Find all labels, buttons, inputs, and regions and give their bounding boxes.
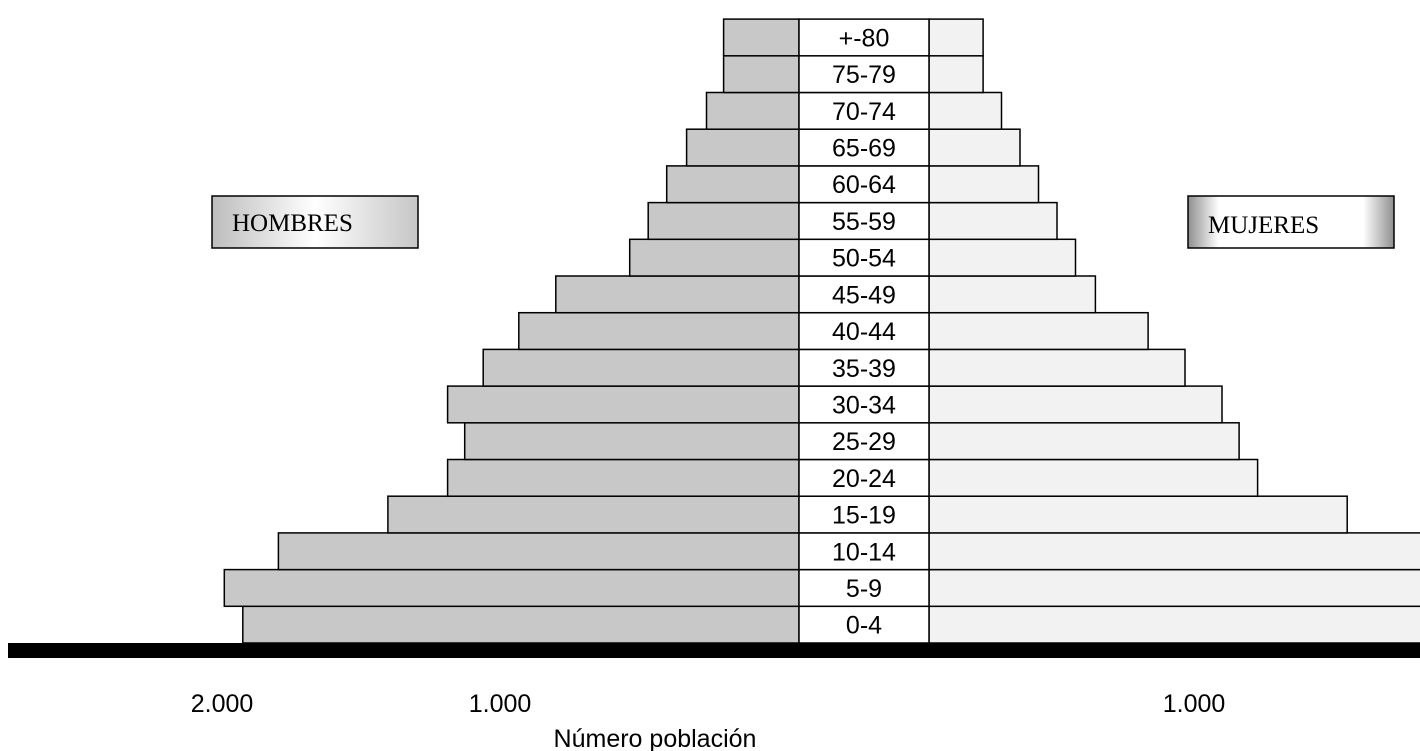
bar-hombres-20-24 [446, 458, 800, 497]
bar-hombres-65-69 [685, 128, 800, 167]
legend-mujeres-box [1187, 195, 1395, 249]
bar-mujeres-70-74 [928, 91, 1003, 130]
bar-hombres-40-44 [518, 311, 800, 351]
bar-mujeres-80 [928, 18, 984, 57]
bar-mujeres-25-29 [928, 422, 1240, 461]
bar-hombres-45-49 [555, 275, 800, 314]
bar-hombres-30-34 [446, 385, 800, 424]
bar-mujeres-30-34 [928, 385, 1223, 424]
bar-hombres-5-9 [223, 568, 800, 608]
bar-mujeres-5-9 [928, 568, 1420, 608]
bar-hombres-0-4 [242, 605, 800, 644]
bar-hombres-75-79 [722, 55, 800, 94]
legend-mujeres: MUJERES [1187, 195, 1395, 249]
bar-mujeres-65-69 [928, 128, 1021, 167]
age-label-20-24: 20-24 [832, 465, 896, 493]
age-label-0-4: 0-4 [846, 612, 882, 640]
bar-mujeres-20-24 [928, 458, 1259, 497]
age-label-40-44: 40-44 [832, 318, 896, 346]
age-cell-70-74 [798, 91, 930, 130]
age-label-50-54: 50-54 [832, 245, 896, 273]
bar-mujeres-40-44 [928, 311, 1149, 351]
tick-label-right-1000: 1.000 [1163, 690, 1226, 718]
bars-hombres [223, 18, 800, 644]
age-cell-35-39 [798, 348, 930, 387]
bar-mujeres-60-64 [928, 165, 1040, 204]
bar-hombres-55-59 [647, 201, 800, 241]
bar-mujeres-15-19 [928, 495, 1348, 534]
age-label-45-49: 45-49 [832, 281, 896, 309]
bars-mujeres [928, 18, 1420, 644]
bar-mujeres-35-39 [928, 348, 1186, 387]
bar-hombres-70-74 [705, 91, 800, 130]
legend-hombres-label: HOMBRES [232, 210, 353, 237]
bar-hombres-50-54 [628, 238, 800, 277]
bar-mujeres-45-49 [928, 275, 1097, 314]
bar-mujeres-10-14 [928, 532, 1420, 571]
age-label-75-79: 75-79 [832, 61, 896, 89]
age-label-30-34: 30-34 [832, 391, 896, 419]
age-cell-60-64 [798, 165, 930, 204]
age-cell-45-49 [798, 275, 930, 314]
age-cell-40-44 [798, 311, 930, 351]
bar-hombres-25-29 [463, 422, 800, 461]
baseline-bar [8, 643, 1420, 658]
bar-mujeres-75-79 [928, 55, 984, 94]
bar-hombres-60-64 [665, 165, 800, 204]
age-cell-75-79 [798, 55, 930, 94]
age-label-35-39: 35-39 [832, 355, 896, 383]
age-cell-15-19 [798, 495, 930, 534]
tick-label-left-1000: 1.000 [469, 690, 532, 718]
age-label-25-29: 25-29 [832, 428, 896, 456]
bar-mujeres-0-4 [928, 605, 1420, 644]
legend-hombres-box [211, 195, 419, 249]
age-label-55-59: 55-59 [832, 208, 896, 236]
bar-mujeres-50-54 [928, 238, 1077, 277]
x-axis-title: Número población [554, 725, 757, 751]
age-cell-20-24 [798, 458, 930, 497]
age-cell-80 [798, 18, 930, 57]
legend-mujeres-label: MUJERES [1208, 212, 1319, 239]
age-cell-55-59 [798, 201, 930, 241]
age-label-10-14: 10-14 [832, 538, 896, 566]
age-cell-25-29 [798, 422, 930, 461]
age-label-70-74: 70-74 [832, 98, 896, 126]
bar-hombres-10-14 [277, 532, 800, 571]
age-labels: 0-4 5-9 10-14 15-19 20-24 25-29 30-34 35-39 40-4… [798, 18, 930, 644]
bar-hombres-15-19 [387, 495, 800, 534]
age-cell-50-54 [798, 238, 930, 277]
age-label-65-69: 65-69 [832, 135, 896, 163]
legend-hombres: HOMBRES [211, 195, 419, 249]
age-label-5-9: 5-9 [846, 575, 882, 603]
bar-hombres-35-39 [482, 348, 800, 387]
bar-mujeres-55-59 [928, 201, 1058, 241]
age-label-15-19: 15-19 [832, 502, 896, 530]
bar-hombres-80 [722, 18, 800, 57]
age-label-60-64: 60-64 [832, 171, 896, 199]
tick-label-left-2000: 2.000 [191, 690, 254, 718]
age-label-80: +-80 [839, 24, 890, 52]
age-cell-5-9 [798, 568, 930, 608]
age-cell-30-34 [798, 385, 930, 424]
age-cell-0-4 [798, 605, 930, 644]
